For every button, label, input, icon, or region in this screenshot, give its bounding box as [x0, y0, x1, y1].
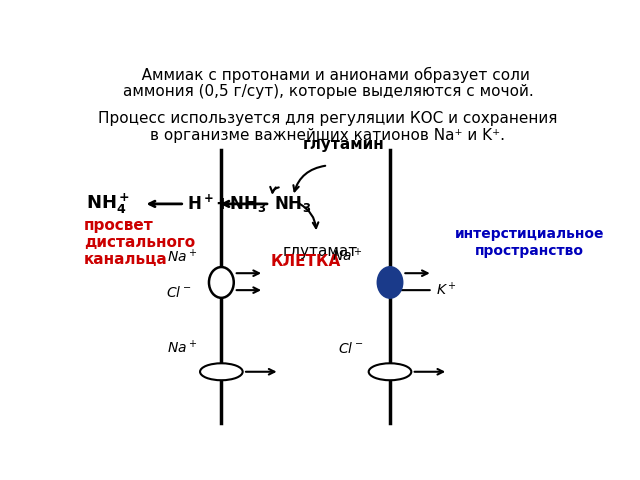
Ellipse shape [378, 267, 403, 298]
Ellipse shape [209, 267, 234, 298]
Text: дистального: дистального [84, 235, 195, 250]
Text: $K^+$: $K^+$ [436, 281, 458, 299]
Text: канальца: канальца [84, 252, 168, 267]
Ellipse shape [200, 363, 243, 380]
Text: глутамат: глутамат [283, 244, 358, 259]
Text: интерстициальное: интерстициальное [455, 227, 604, 241]
Text: Процесс используется для регуляции КОС и сохранения: Процесс используется для регуляции КОС и… [99, 111, 557, 127]
Text: $\mathbf{NH_3}$: $\mathbf{NH_3}$ [274, 194, 311, 214]
Text: в организме важнейших катионов Na⁺ и K⁺.: в организме важнейших катионов Na⁺ и K⁺. [150, 129, 506, 144]
Text: $Na^+$: $Na^+$ [332, 247, 363, 264]
Text: глутамин: глутамин [303, 136, 385, 152]
Text: $\mathbf{NH_4^+}$: $\mathbf{NH_4^+}$ [86, 192, 130, 216]
Text: КЛЕТКА: КЛЕТКА [271, 254, 341, 269]
Text: $Na^+$: $Na^+$ [168, 248, 198, 265]
Text: просвет: просвет [84, 218, 154, 233]
Text: Аммиак с протонами и анионами образует соли: Аммиак с протонами и анионами образует с… [127, 67, 529, 83]
Text: пространство: пространство [475, 244, 584, 258]
Text: $Cl^-$: $Cl^-$ [339, 341, 364, 356]
Text: аммония (0,5 г/сут), которые выделяются с мочой.: аммония (0,5 г/сут), которые выделяются … [123, 84, 533, 99]
Text: $Cl^-$: $Cl^-$ [166, 285, 191, 300]
Text: $\mathbf{H^+{+}NH_3}$: $\mathbf{H^+{+}NH_3}$ [187, 193, 267, 215]
Ellipse shape [369, 363, 412, 380]
Text: $Na^+$: $Na^+$ [168, 339, 198, 356]
